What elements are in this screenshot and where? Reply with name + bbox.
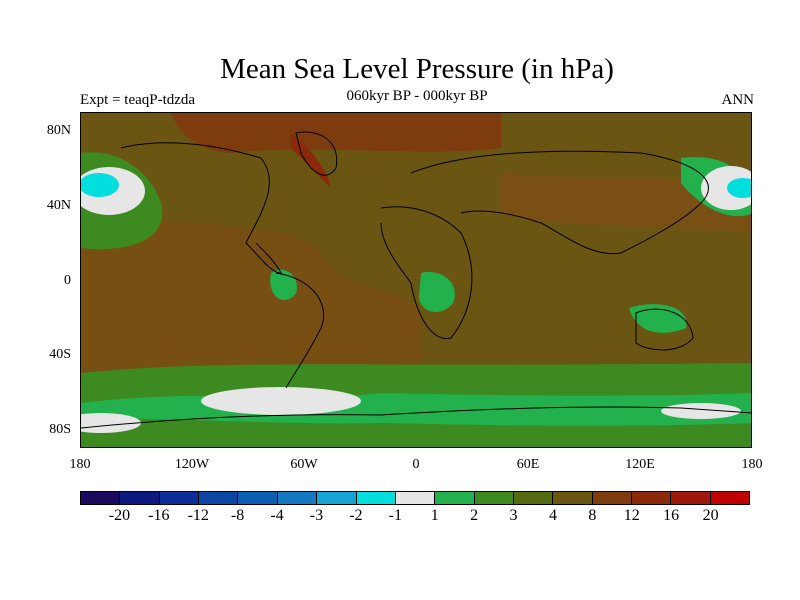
colorbar-swatch	[81, 492, 121, 504]
colorbar-label: -8	[230, 507, 245, 524]
lat-label: 40N	[46, 198, 71, 213]
colorbar-swatch	[159, 492, 200, 504]
colorbar-label: 20	[702, 507, 719, 524]
experiment-label: Expt = teaqP-tdzda	[80, 92, 196, 108]
colorbar	[80, 491, 750, 505]
colorbar-swatch	[474, 492, 514, 504]
field-brown-south-pacific	[81, 208, 421, 413]
colorbar-swatch	[277, 492, 318, 504]
lat-label: 0	[64, 273, 71, 288]
field-green-australia	[629, 304, 687, 333]
chart-title: Mean Sea Level Pressure (in hPa)	[220, 53, 614, 85]
lon-label: 180	[741, 457, 763, 472]
colorbar-swatch	[513, 492, 554, 504]
lat-label: 80N	[46, 123, 71, 138]
lon-label: 60E	[516, 457, 540, 472]
colorbar-swatch	[395, 492, 436, 504]
colorbar-label: 8	[588, 507, 597, 524]
colorbar-swatch	[592, 492, 633, 504]
field-green-africa	[419, 272, 455, 313]
colorbar-swatch	[632, 492, 672, 504]
field-white-npacific-east	[701, 166, 751, 210]
colorbar-swatch	[435, 492, 475, 504]
lon-label: 120W	[174, 457, 210, 472]
colorbar-label: -12	[187, 507, 209, 524]
field-cyan-npacific-east	[727, 178, 751, 198]
coast-africa	[380, 206, 473, 339]
colorbar-label: 12	[623, 507, 640, 524]
colorbar-label: -2	[349, 507, 363, 524]
colorbar-label: 1	[430, 507, 439, 524]
colorbar-label: 2	[470, 507, 479, 524]
lon-label: 0	[412, 457, 420, 472]
coastlines	[81, 131, 751, 429]
colorbar-label: 4	[548, 507, 557, 524]
period-label: 060kyr BP - 000kyr BP	[346, 88, 488, 104]
lon-label: 60W	[290, 457, 318, 472]
colorbar-label: -20	[108, 507, 131, 524]
colorbar-label: -4	[270, 507, 284, 524]
coast-south-america	[275, 272, 325, 389]
colorbar-swatch	[238, 492, 278, 504]
field-arctic-high	[171, 113, 501, 153]
map-svg	[81, 113, 751, 447]
field-white-weddell	[201, 387, 361, 415]
colorbar-label: -3	[309, 507, 324, 524]
colorbar-swatch	[553, 492, 593, 504]
lon-label: 120E	[625, 457, 655, 472]
colorbar-label: -1	[388, 507, 402, 524]
colorbar-swatch	[317, 492, 357, 504]
field-cyan-npacific-west	[81, 173, 119, 197]
coast-antarctica	[81, 406, 751, 429]
colorbar-swatch	[199, 492, 239, 504]
colorbar-swatch	[710, 492, 750, 504]
colorbar-swatch	[671, 492, 711, 504]
colorbar-label: 16	[663, 507, 680, 524]
season-label: ANN	[721, 92, 755, 108]
colorbar-label: 3	[509, 507, 518, 524]
field-green-samerica	[270, 269, 297, 301]
colorbar-swatch	[120, 492, 160, 504]
colorbar-swatch	[356, 492, 396, 504]
colorbar-label: -16	[148, 507, 170, 524]
field-white-east-antarctic	[661, 403, 741, 419]
field-white-ross	[81, 413, 141, 433]
coast-north-america	[120, 142, 282, 274]
lat-label: 80S	[49, 422, 71, 437]
lon-label: 180	[69, 457, 91, 472]
coast-australia	[635, 308, 694, 351]
lat-label: 40S	[49, 347, 71, 362]
coast-greenland	[295, 131, 338, 176]
pressure-map	[80, 112, 752, 448]
coast-eurasia	[410, 150, 709, 255]
